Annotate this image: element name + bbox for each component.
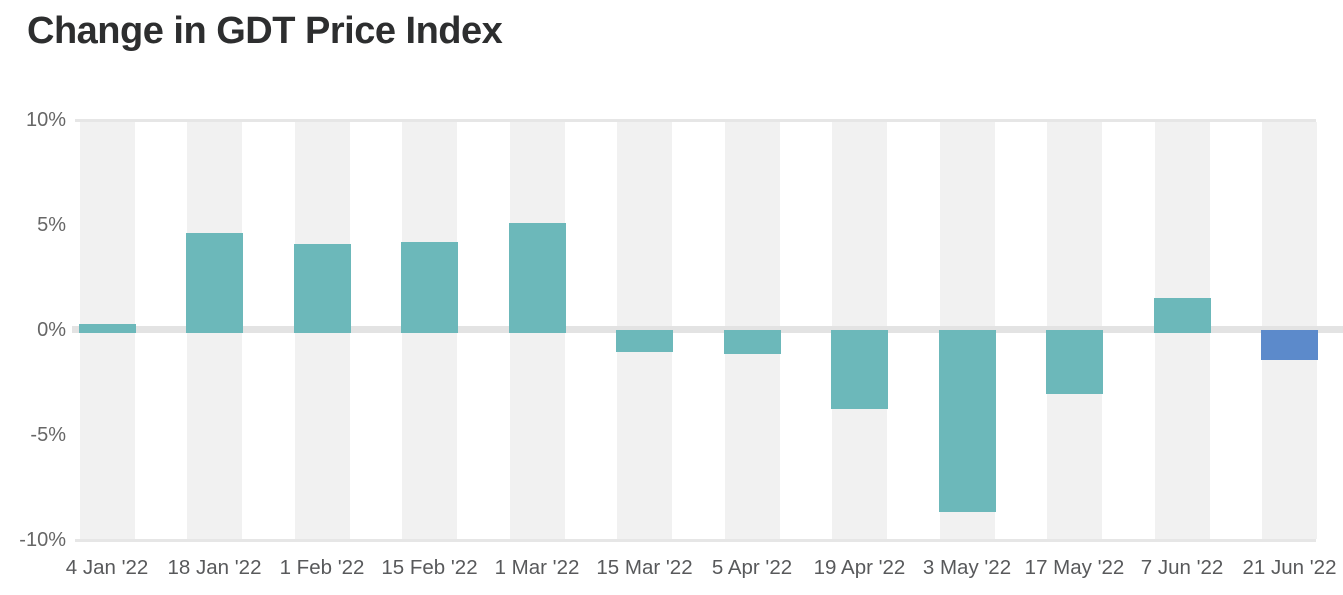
bar-21-jun-22[interactable]: [1261, 330, 1318, 360]
y-axis-label: -5%: [30, 424, 66, 446]
bar-15-feb-22[interactable]: [401, 242, 458, 333]
bar-5-apr-22[interactable]: [723, 330, 781, 354]
x-axis-label: 5 Apr '22: [711, 556, 793, 579]
bar-3-may-22[interactable]: [938, 330, 996, 512]
bar-19-apr-22[interactable]: [831, 330, 888, 409]
x-axis-label: 7 Jun '22: [1140, 556, 1224, 579]
gridline-top: [75, 119, 1316, 122]
bar-18-jan-22[interactable]: [186, 233, 243, 333]
x-axis-label: 1 Mar '22: [494, 556, 580, 579]
y-axis-label: 5%: [37, 214, 66, 236]
chart-title: Change in GDT Price Index: [27, 10, 503, 52]
y-axis-label: -10%: [19, 529, 66, 551]
x-axis-label: 18 Jan '22: [167, 556, 262, 579]
bar-7-jun-22[interactable]: [1153, 298, 1211, 333]
x-axis-label: 3 May '22: [922, 556, 1012, 579]
x-axis-label: 1 Feb '22: [279, 556, 365, 579]
x-axis-label: 19 Apr '22: [813, 556, 906, 579]
bar-15-mar-22[interactable]: [616, 330, 673, 352]
y-axis-label: 0%: [37, 319, 66, 341]
gridline-bottom: [75, 539, 1316, 542]
bar-1-mar-22[interactable]: [508, 223, 566, 333]
x-axis-label: 4 Jan '22: [65, 556, 149, 579]
x-axis-label: 21 Jun '22: [1242, 556, 1337, 579]
x-axis-label: 15 Mar '22: [596, 556, 693, 579]
zero-line: [72, 326, 1343, 333]
y-axis-label: 10%: [25, 109, 66, 131]
bar-17-may-22[interactable]: [1046, 330, 1103, 394]
x-axis-label: 15 Feb '22: [381, 556, 478, 579]
x-axis-label: 17 May '22: [1024, 556, 1125, 579]
bar-1-feb-22[interactable]: [293, 244, 351, 333]
bar-4-jan-22[interactable]: [78, 324, 136, 333]
